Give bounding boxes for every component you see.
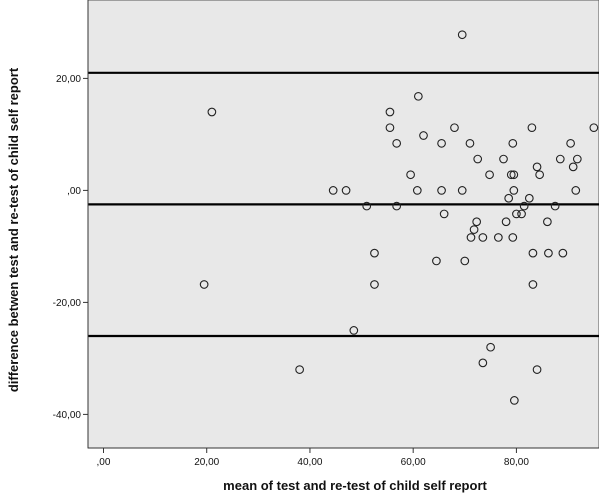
reference-lines	[88, 71, 599, 338]
data-point	[460, 256, 470, 266]
data-point	[512, 209, 521, 219]
data-point	[508, 139, 518, 148]
data-point	[506, 170, 516, 180]
y-tick-label: 20,00	[56, 74, 81, 85]
data-point	[528, 248, 538, 258]
y-tick-label: ,00	[67, 186, 81, 197]
data-point	[555, 154, 565, 164]
data-point	[437, 139, 446, 148]
x-tick-label: 80,00	[504, 457, 529, 468]
data-point	[295, 365, 304, 374]
data-point	[439, 209, 449, 219]
data-point	[550, 201, 560, 211]
x-axis-title: mean of test and re-test of child self r…	[223, 478, 487, 493]
data-point	[370, 280, 379, 289]
data-point	[524, 193, 534, 203]
y-tick-label: -20,00	[53, 298, 82, 309]
data-point	[532, 162, 542, 172]
data-point	[406, 170, 415, 180]
x-tick-label: ,00	[97, 457, 111, 468]
data-point	[527, 123, 537, 133]
data-point	[509, 186, 519, 195]
data-point	[571, 186, 581, 195]
data-point	[572, 154, 582, 164]
data-point	[465, 139, 475, 148]
data-point	[472, 217, 482, 227]
data-point	[413, 91, 423, 101]
data-point	[207, 107, 217, 117]
data-point	[544, 248, 553, 258]
data-point	[478, 233, 488, 242]
data-point	[504, 193, 514, 203]
x-axis-ticks: ,00 20,00 40,00 60,00 80,00	[97, 448, 529, 468]
x-tick-label: 40,00	[297, 457, 322, 468]
data-point	[558, 248, 568, 258]
data-point	[328, 186, 338, 195]
data-point	[509, 170, 519, 180]
y-axis-title: difference betwen test and re-test of ch…	[6, 67, 21, 392]
data-point	[469, 225, 479, 234]
data-point	[450, 123, 459, 133]
y-tick-label: -40,00	[53, 410, 82, 421]
data-point	[385, 107, 395, 117]
data-point	[385, 123, 395, 133]
data-point	[509, 396, 519, 405]
data-point	[499, 154, 508, 164]
data-point	[473, 154, 483, 164]
data-point	[437, 186, 446, 195]
data-point	[508, 233, 518, 242]
data-point	[478, 358, 488, 368]
data-point	[485, 170, 494, 180]
data-point	[457, 186, 467, 195]
data-point	[362, 201, 372, 211]
data-point	[486, 342, 495, 352]
data-point	[457, 30, 467, 40]
data-point	[517, 209, 526, 219]
data-point	[528, 280, 538, 289]
y-axis-ticks: 20,00 ,00 -20,00 -40,00	[53, 74, 88, 421]
data-point	[501, 217, 511, 227]
x-tick-label: 20,00	[194, 457, 219, 468]
data-point	[532, 365, 542, 374]
data-point	[392, 201, 402, 211]
plot-area	[87, 0, 599, 449]
data-point	[493, 233, 503, 242]
data-point	[349, 326, 359, 335]
data-point	[432, 256, 441, 266]
data-point	[466, 233, 476, 242]
data-point	[568, 162, 578, 172]
data-point	[535, 170, 544, 180]
data-point	[419, 131, 428, 140]
data-point	[199, 280, 209, 289]
data-point	[519, 201, 529, 211]
data-point	[566, 139, 575, 148]
data-point	[341, 186, 351, 195]
data-point	[412, 186, 422, 195]
x-tick-label: 60,00	[401, 457, 426, 468]
data-points	[199, 30, 599, 405]
data-point	[543, 217, 552, 227]
data-point	[392, 139, 402, 148]
data-point	[589, 123, 599, 133]
data-point	[370, 248, 379, 258]
